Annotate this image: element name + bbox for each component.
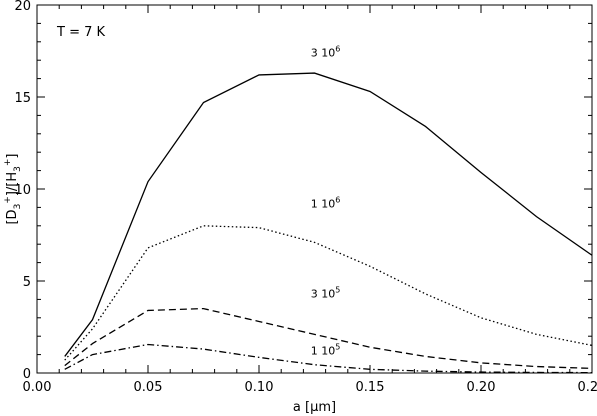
series-layer bbox=[64, 72, 593, 374]
series-label-0: 3 106 bbox=[311, 45, 341, 60]
labels-layer: a [μm] [D3+]/[H3+] 3 106 1 106 3 105 1 105 bbox=[3, 45, 340, 415]
y-tick-label: 20 bbox=[14, 0, 31, 14]
y-tick-label: 10 bbox=[14, 183, 31, 198]
series-line-1 bbox=[64, 225, 593, 361]
temperature-label: T = 7 K bbox=[56, 25, 106, 40]
series-line-2 bbox=[64, 307, 593, 370]
ticks-layer: 0.00 0.05 0.10 0.15 0.20 0.25 0 5 10 15 20 bbox=[14, 0, 597, 395]
x-tick-label: 0.15 bbox=[356, 380, 385, 395]
series-label-1: 1 106 bbox=[311, 195, 341, 210]
series-line-3 bbox=[64, 343, 593, 374]
plot-frame bbox=[36, 4, 593, 374]
y-tick-label: 5 bbox=[23, 275, 31, 290]
series-label-3: 1 105 bbox=[311, 343, 341, 358]
x-tick-label: 0.25 bbox=[578, 380, 597, 395]
x-tick-label: 0.10 bbox=[245, 380, 274, 395]
y-axis-label: [D3+]/[H3+] bbox=[3, 153, 23, 224]
x-tick-label: 0.05 bbox=[134, 380, 163, 395]
x-tick-label: 0.20 bbox=[467, 380, 496, 395]
series-label-2: 3 105 bbox=[311, 286, 341, 301]
x-axis-label: a [μm] bbox=[293, 400, 336, 415]
y-tick-label: 0 bbox=[23, 367, 31, 382]
x-tick-label: 0.00 bbox=[23, 380, 52, 395]
series-line-0 bbox=[64, 72, 593, 357]
y-tick-label: 15 bbox=[14, 91, 31, 106]
